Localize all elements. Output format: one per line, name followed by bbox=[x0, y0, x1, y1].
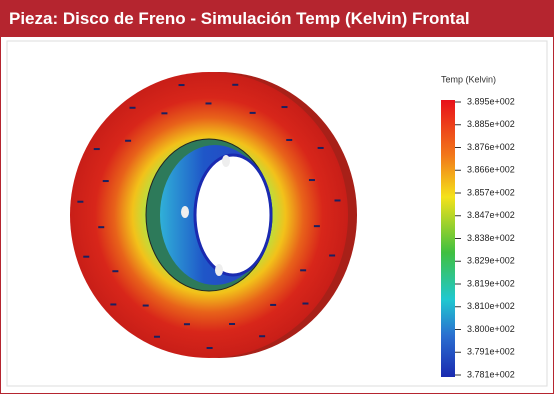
bolt-hole bbox=[222, 155, 230, 167]
legend-label: 3.885e+002 bbox=[467, 119, 515, 129]
legend-label: 3.829e+002 bbox=[467, 256, 515, 266]
legend-label: 3.866e+002 bbox=[467, 165, 515, 175]
hub-bore bbox=[195, 155, 271, 275]
legend-label: 3.876e+002 bbox=[467, 142, 515, 152]
legend-label: 3.857e+002 bbox=[467, 187, 515, 197]
legend-label: 3.819e+002 bbox=[467, 278, 515, 288]
color-bar bbox=[441, 100, 455, 377]
legend-title: Temp (Kelvin) bbox=[441, 74, 496, 84]
legend-label: 3.800e+002 bbox=[467, 324, 515, 334]
legend-label: 3.791e+002 bbox=[467, 347, 515, 357]
bolt-hole bbox=[181, 206, 189, 218]
simulation-image: Temp (Kelvin) 3.895e+002 3.885e+002 3.876e… bbox=[1, 37, 553, 392]
legend-label: 3.781e+002 bbox=[467, 369, 515, 379]
legend-label: 3.895e+002 bbox=[467, 96, 515, 106]
header-title: Pieza: Disco de Freno - Simulación Temp … bbox=[1, 1, 553, 37]
legend-label: 3.810e+002 bbox=[467, 301, 515, 311]
bolt-hole bbox=[215, 264, 223, 276]
legend-label: 3.847e+002 bbox=[467, 210, 515, 220]
legend-label: 3.838e+002 bbox=[467, 233, 515, 243]
